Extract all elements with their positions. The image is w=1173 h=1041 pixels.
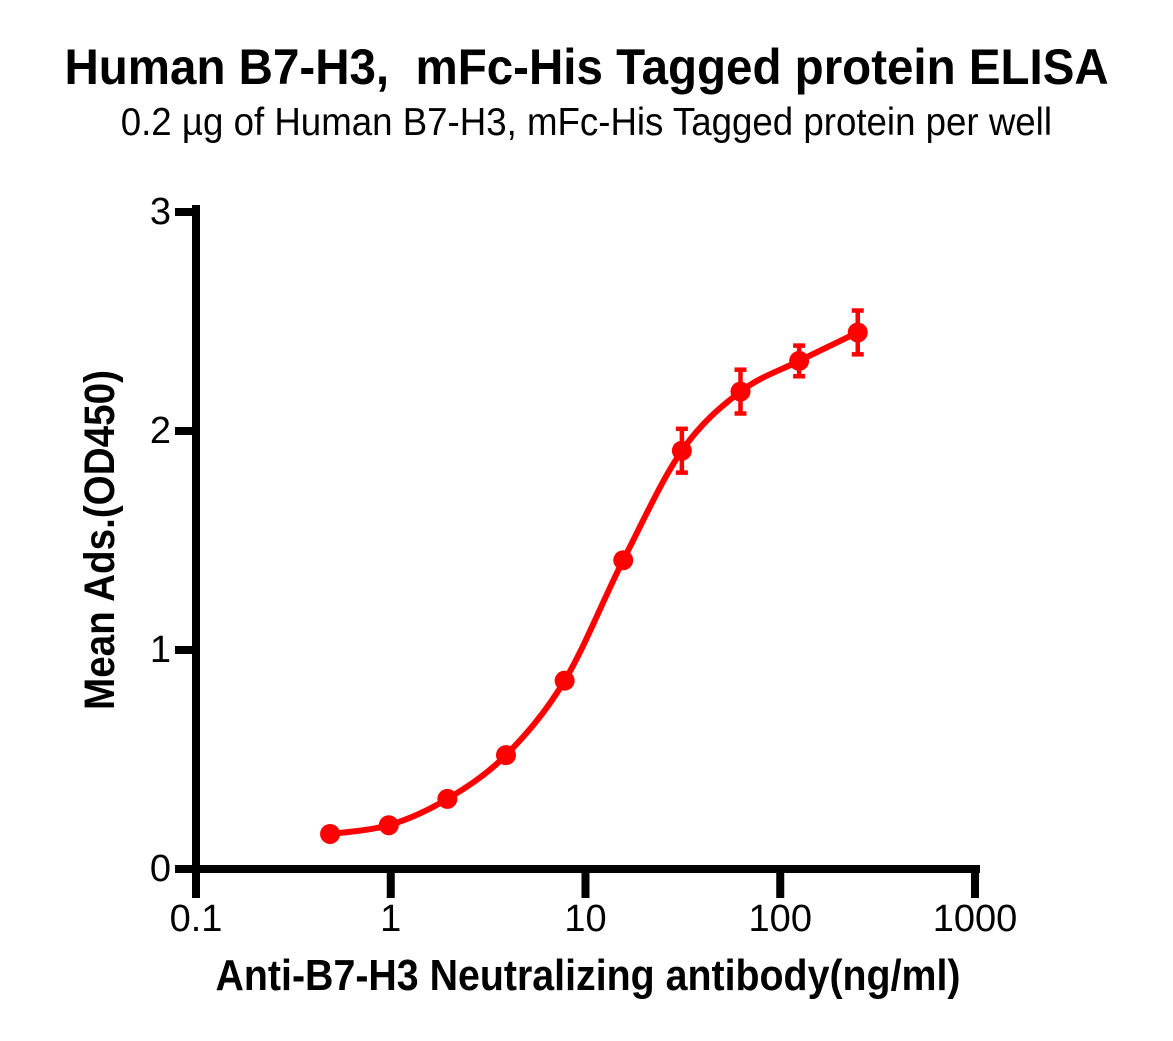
y-axis-label: Mean Ads.(OD450) xyxy=(76,370,124,710)
data-point xyxy=(847,322,868,343)
fit-curve xyxy=(327,329,861,837)
data-point xyxy=(730,381,751,402)
chart-title-text: Human B7-H3, mFc-His Tagged protein ELIS… xyxy=(64,39,1109,95)
data-point xyxy=(320,823,341,844)
data-point xyxy=(613,550,634,571)
x-tick-label: 1000 xyxy=(933,898,1018,940)
y-tick-label: 2 xyxy=(150,410,171,452)
x-tick-label: 1 xyxy=(380,898,401,940)
x-tick-label: 10 xyxy=(564,898,606,940)
data-point xyxy=(437,788,458,809)
data-point xyxy=(671,440,692,461)
chart-title: Human B7-H3, mFc-His Tagged protein ELIS… xyxy=(0,40,1173,94)
y-tick-label: 3 xyxy=(150,191,171,233)
x-axis-label: Anti-B7-H3 Neutralizing antibody(ng/ml) xyxy=(216,951,961,1000)
x-tick-label: 100 xyxy=(749,898,812,940)
x-tick-label: 0.1 xyxy=(170,898,223,940)
data-point xyxy=(554,670,575,691)
y-tick-label: 1 xyxy=(150,629,171,671)
chart-subtitle: 0.2 µg of Human B7-H3, mFc-His Tagged pr… xyxy=(0,101,1173,145)
data-point xyxy=(495,745,516,766)
data-series xyxy=(320,308,868,844)
data-point xyxy=(378,815,399,836)
chart-subtitle-text: 0.2 µg of Human B7-H3, mFc-His Tagged pr… xyxy=(120,101,1053,144)
data-point xyxy=(789,350,810,371)
y-tick-label: 0 xyxy=(150,848,171,890)
axes: 0 1 2 3 0.1 1 10 100 1000 xyxy=(150,191,1017,940)
